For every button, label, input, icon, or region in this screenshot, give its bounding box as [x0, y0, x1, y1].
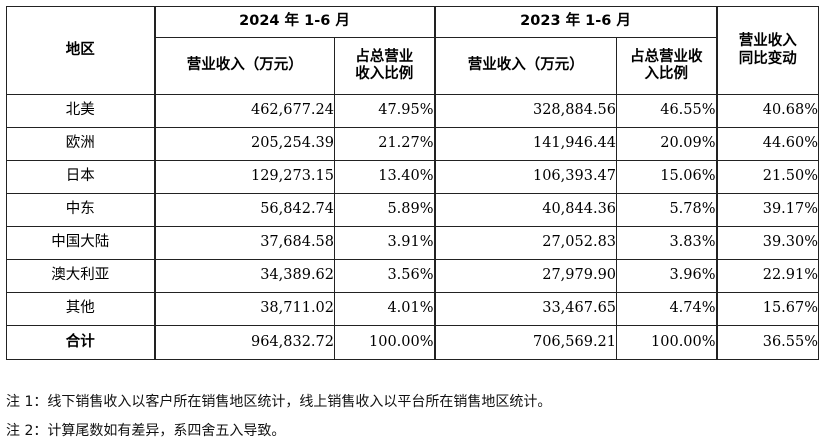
revenue-2024-cell: 129,273.15	[153, 160, 335, 194]
share-2023-cell: 15.06%	[616, 160, 718, 194]
yoy-cell: 40.68%	[715, 94, 820, 128]
footnote-1: 注 1：线下销售收入以客户所在销售地区统计，线上销售收入以平台所在销售地区统计。	[6, 394, 552, 410]
header-share-2024-line2: 收入比例	[355, 66, 414, 82]
revenue-2023-cell: 141,946.44	[433, 127, 618, 161]
region-cell: 中国大陆	[6, 226, 155, 260]
region-cell: 北美	[6, 94, 155, 128]
table-row: 中国大陆 37,684.58 3.91% 27,052.83 3.83% 39.…	[6, 226, 820, 260]
yoy-cell: 22.91%	[715, 259, 820, 293]
table-row: 中东 56,842.74 5.89% 40,844.36 5.78% 39.17…	[6, 193, 820, 227]
total-revenue-2023: 706,569.21	[433, 325, 618, 360]
header-share-2023-line1: 占总营业收	[630, 48, 703, 65]
header-yoy: 营业收入 同比变动	[715, 6, 820, 95]
share-2023-cell: 5.78%	[616, 193, 718, 227]
yoy-cell: 15.67%	[715, 292, 820, 326]
share-2023-cell: 3.83%	[616, 226, 718, 260]
header-share-2024: 占总营业 收入比例	[333, 37, 436, 95]
region-cell: 澳大利亚	[6, 259, 155, 293]
header-row-years: 地区 2024 年 1-6 月 2023 年 1-6 月 营业收入 同比变动	[6, 6, 820, 95]
header-yoy-line2: 同比变动	[738, 50, 797, 67]
region-cell: 欧洲	[6, 127, 155, 161]
header-share-2023-line2: 入比例	[644, 66, 689, 82]
header-2023: 2023 年 1-6 月	[433, 6, 718, 38]
revenue-2024-cell: 38,711.02	[153, 292, 335, 326]
table-row: 其他 38,711.02 4.01% 33,467.65 4.74% 15.67…	[6, 292, 820, 326]
total-share-2023: 100.00%	[616, 325, 718, 360]
share-2024-cell: 13.40%	[333, 160, 436, 194]
table-row: 日本 129,273.15 13.40% 106,393.47 15.06% 2…	[6, 160, 820, 194]
yoy-cell: 44.60%	[715, 127, 820, 161]
share-2024-cell: 47.95%	[333, 94, 436, 128]
header-revenue-2023: 营业收入（万元）	[433, 37, 618, 95]
header-row-metrics: 营业收入（万元） 占总营业 收入比例 营业收入（万元） 占总营业收 入比例	[7, 37, 819, 95]
revenue-2024-cell: 56,842.74	[153, 193, 335, 227]
revenue-2024-cell: 34,389.62	[153, 259, 335, 293]
total-row: 合计 964,832.72 100.00% 706,569.21 100.00%…	[6, 325, 820, 360]
share-2024-cell: 3.56%	[333, 259, 436, 293]
revenue-2024-cell: 205,254.39	[153, 127, 335, 161]
header-share-2023: 占总营业收 入比例	[616, 37, 718, 95]
header-share-2024-line1: 占总营业	[355, 48, 414, 65]
total-revenue-2024: 964,832.72	[153, 325, 335, 360]
share-2024-cell: 4.01%	[333, 292, 436, 326]
revenue-2024-cell: 37,684.58	[153, 226, 335, 260]
share-2023-cell: 46.55%	[616, 94, 718, 128]
header-revenue-2024: 营业收入（万元）	[153, 37, 335, 95]
table-row: 澳大利亚 34,389.62 3.56% 27,979.90 3.96% 22.…	[6, 259, 820, 293]
regional-revenue-table: 地区 2024 年 1-6 月 2023 年 1-6 月 营业收入 同比变动 营…	[6, 6, 820, 360]
share-2023-cell: 20.09%	[616, 127, 718, 161]
share-2024-cell: 5.89%	[333, 193, 436, 227]
region-cell: 日本	[6, 160, 155, 194]
header-region: 地区	[6, 6, 155, 95]
footnote-2: 注 2：计算尾数如有差异，系四舍五入导致。	[6, 423, 286, 439]
share-2024-cell: 3.91%	[333, 226, 436, 260]
header-yoy-line1: 营业收入	[738, 33, 797, 50]
total-share-2024: 100.00%	[333, 325, 436, 360]
revenue-2023-cell: 33,467.65	[433, 292, 618, 326]
share-2024-cell: 21.27%	[333, 127, 436, 161]
total-yoy: 36.55%	[715, 325, 820, 360]
yoy-cell: 39.30%	[715, 226, 820, 260]
revenue-2024-cell: 462,677.24	[153, 94, 335, 128]
revenue-2023-cell: 328,884.56	[433, 94, 618, 128]
total-label: 合计	[6, 325, 155, 360]
revenue-2023-cell: 27,979.90	[433, 259, 618, 293]
share-2023-cell: 4.74%	[616, 292, 718, 326]
region-cell: 中东	[6, 193, 155, 227]
revenue-2023-cell: 106,393.47	[433, 160, 618, 194]
header-2024: 2024 年 1-6 月	[153, 6, 436, 38]
region-cell: 其他	[6, 292, 155, 326]
table-row: 欧洲 205,254.39 21.27% 141,946.44 20.09% 4…	[6, 127, 820, 161]
revenue-2023-cell: 27,052.83	[433, 226, 618, 260]
share-2023-cell: 3.96%	[616, 259, 718, 293]
revenue-2023-cell: 40,844.36	[433, 193, 618, 227]
table-row: 北美 462,677.24 47.95% 328,884.56 46.55% 4…	[6, 94, 820, 128]
yoy-cell: 39.17%	[715, 193, 820, 227]
yoy-cell: 21.50%	[715, 160, 820, 194]
